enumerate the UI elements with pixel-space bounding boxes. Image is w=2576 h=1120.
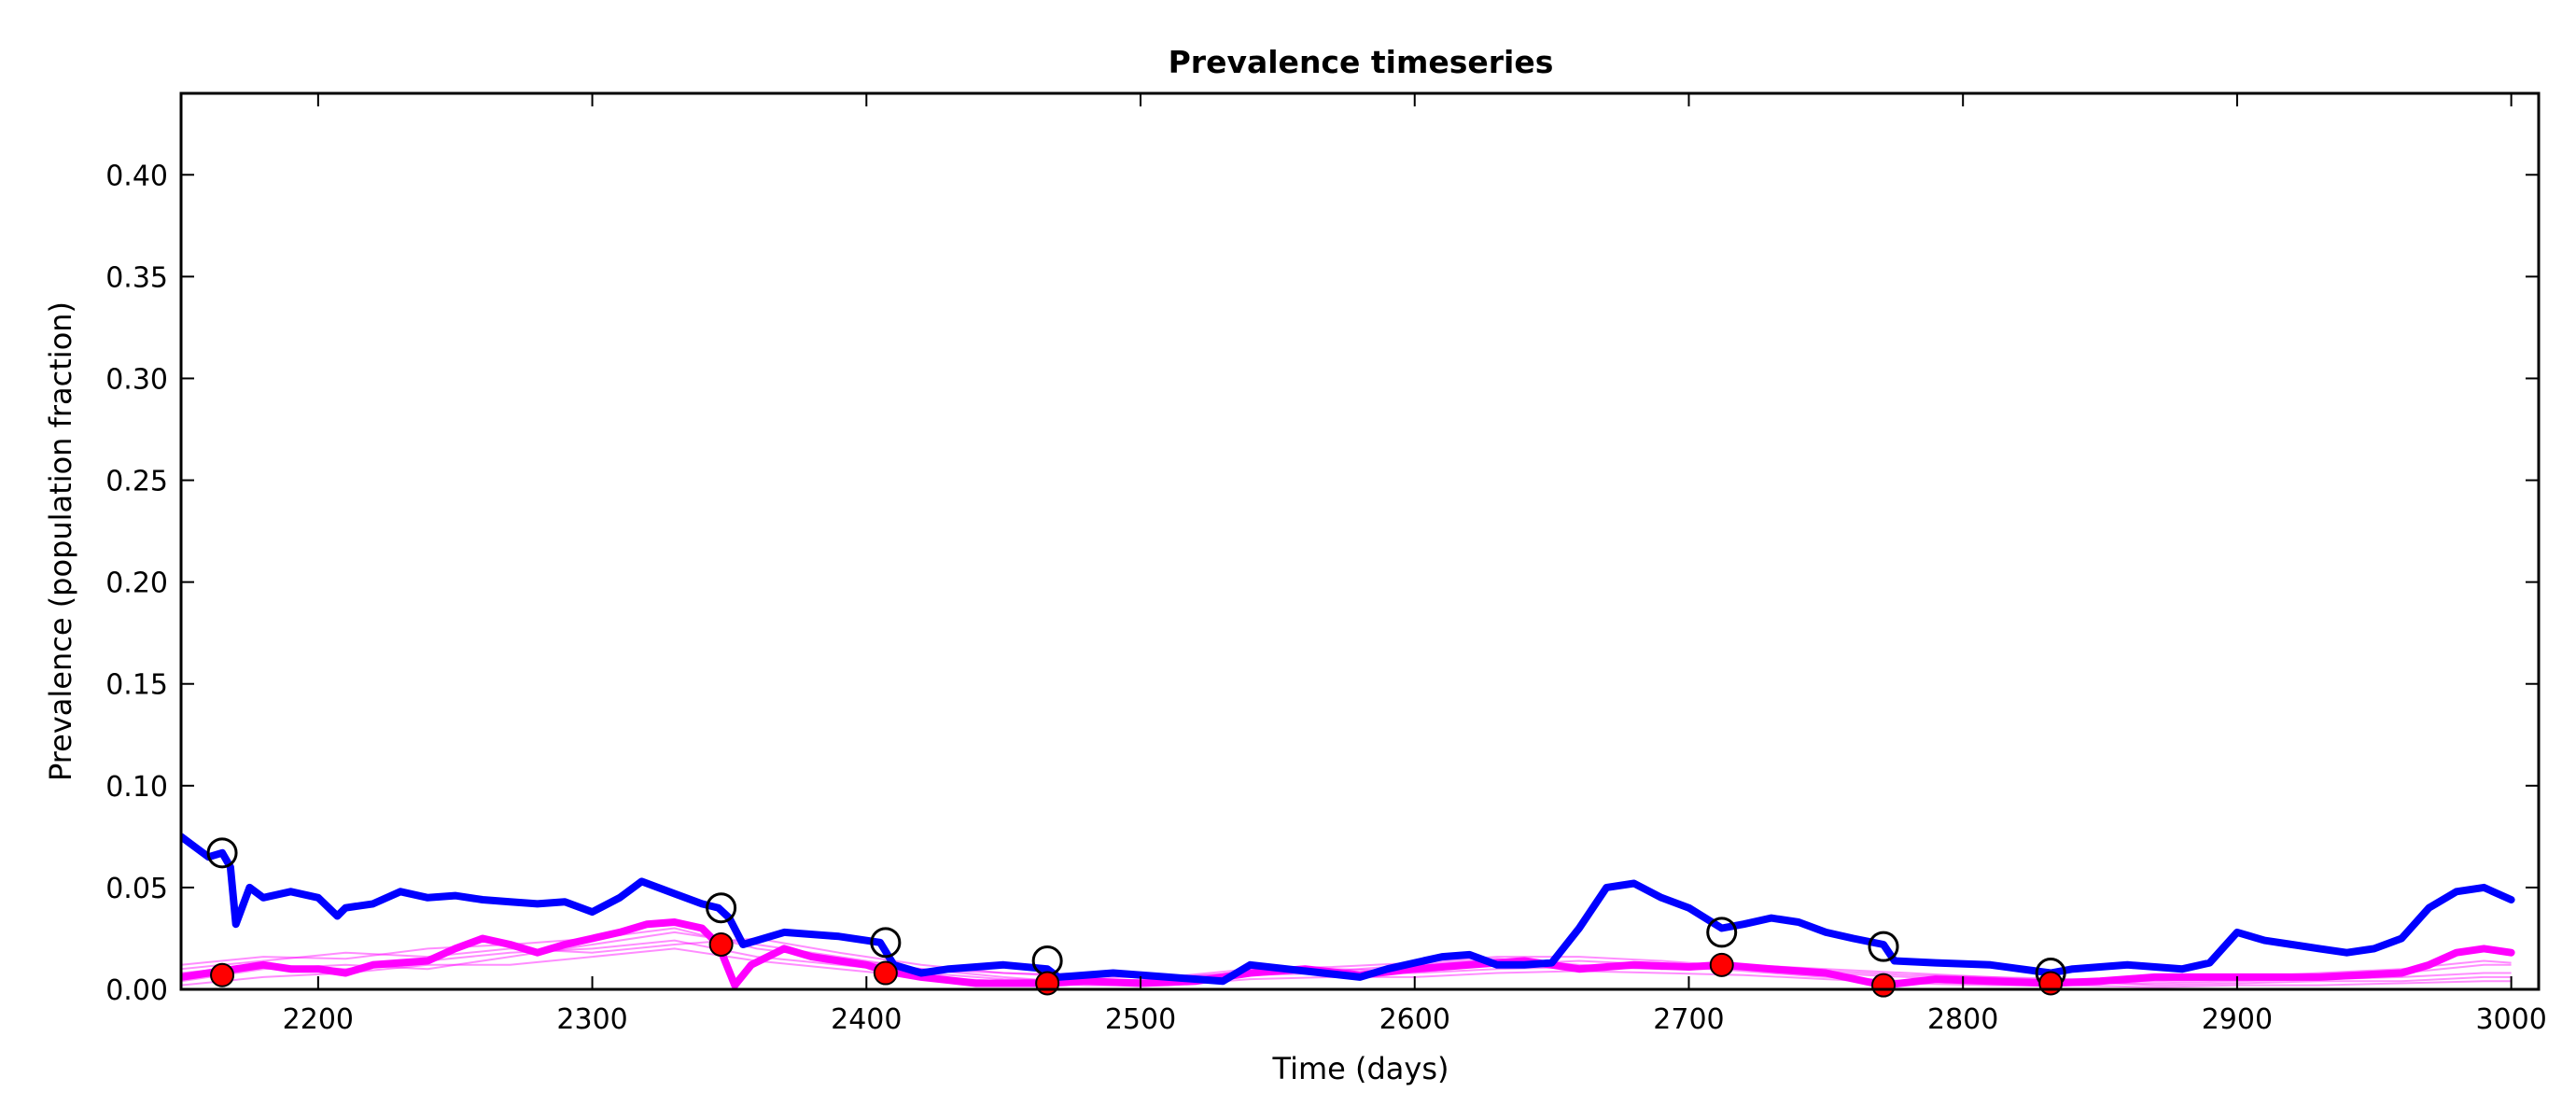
x-tick-label: 3000 [2475, 1003, 2546, 1036]
x-tick-label: 2400 [831, 1003, 902, 1036]
markers-group [206, 837, 2066, 998]
y-tick-label: 0.40 [105, 160, 168, 192]
open-circle-marker [206, 837, 238, 869]
y-tick-label: 0.20 [105, 567, 168, 600]
y-tick-label: 0.35 [105, 261, 168, 294]
red-dot-marker [1709, 952, 1734, 977]
y-tick-label: 0.05 [105, 873, 168, 905]
red-dot-marker [2038, 971, 2064, 996]
x-tick-label: 2200 [283, 1003, 354, 1036]
red-dot-marker [1035, 971, 1060, 996]
x-tick-label: 2600 [1379, 1003, 1450, 1036]
blue-series-line [181, 833, 2515, 986]
chart-title: Prevalence timeseries [1169, 44, 1554, 80]
red-dot-marker [210, 962, 235, 987]
open-circle-marker [870, 927, 902, 959]
y-tick-label: 0.25 [105, 466, 168, 498]
red-dot-marker [1871, 973, 1897, 998]
x-axis-label: Time (days) [1272, 1051, 1449, 1086]
x-tick-label: 2500 [1105, 1003, 1176, 1036]
red-dot-marker [873, 960, 898, 986]
y-tick-label: 0.10 [105, 771, 168, 804]
open-circle-marker [1868, 931, 1899, 962]
plot-frame [179, 91, 2541, 991]
y-tick-label: 0.00 [105, 974, 168, 1007]
y-tick-label: 0.15 [105, 669, 168, 702]
magenta-series-line [181, 918, 2515, 989]
x-tick-label: 2700 [1653, 1003, 1724, 1036]
red-dot-marker [708, 932, 734, 957]
ticks-group: 2200 2300 2400 2500 2600 2700 2800 2900 3000 0.00… [105, 93, 2547, 1036]
x-tick-label: 2900 [2202, 1003, 2273, 1036]
y-tick-label: 0.30 [105, 363, 168, 396]
x-tick-label: 2300 [556, 1003, 627, 1036]
open-circle-marker [1706, 917, 1738, 948]
y-axis-label: Prevalence (population fraction) [43, 301, 78, 781]
series-group [181, 833, 2515, 989]
open-circle-marker [706, 892, 737, 924]
x-tick-label: 2800 [1927, 1003, 1998, 1036]
